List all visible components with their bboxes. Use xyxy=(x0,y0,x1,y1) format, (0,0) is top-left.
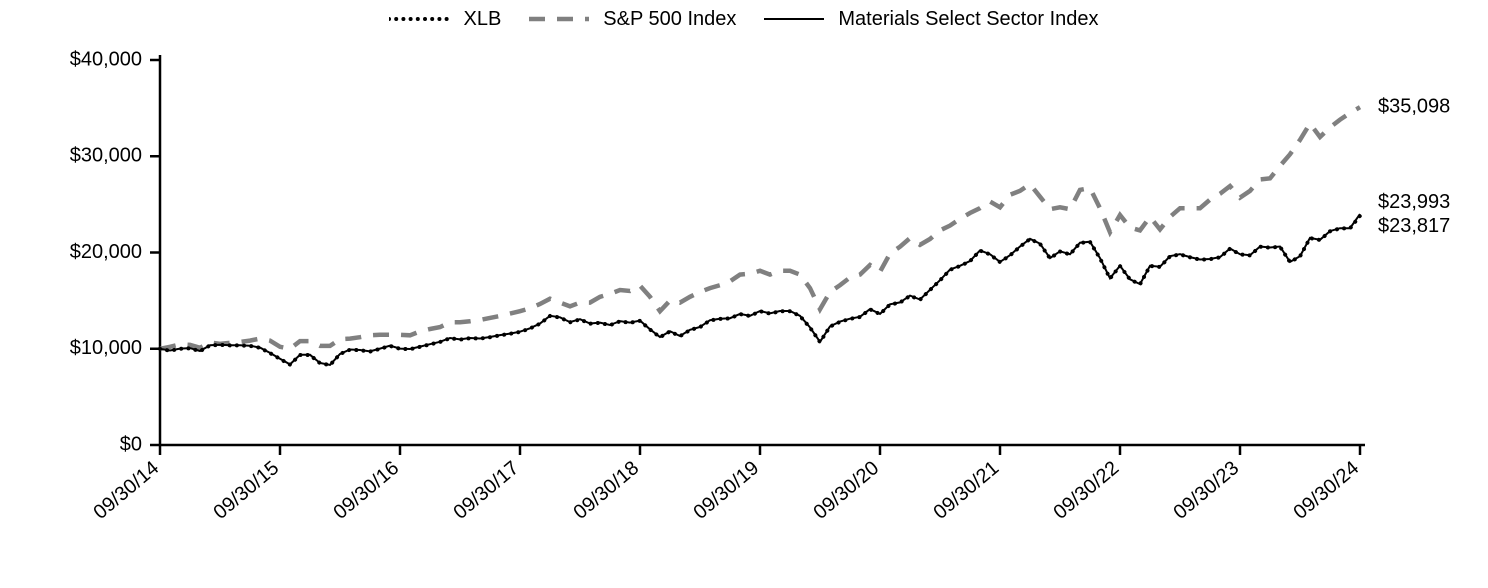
x-tick-label: 09/30/17 xyxy=(449,457,523,524)
series-mssi xyxy=(160,214,1360,365)
legend-label: XLB xyxy=(463,8,501,31)
chart-svg: $0 $10,000 $20,000 $30,000 $40,000 09/30/14 09… xyxy=(0,0,1488,588)
x-tick-label: 09/30/23 xyxy=(1169,457,1243,524)
end-label-xlb: $23,817 xyxy=(1378,215,1450,237)
legend-item-mssi: Materials Select Sector Index xyxy=(764,8,1098,31)
x-tick-label: 09/30/24 xyxy=(1289,457,1363,524)
series-xlb xyxy=(160,216,1360,365)
legend-swatch-mssi xyxy=(764,9,824,29)
x-tick-label: 09/30/15 xyxy=(209,457,283,524)
y-tick-label: $30,000 xyxy=(70,145,142,167)
x-tick-label: 09/30/18 xyxy=(569,457,643,524)
x-tick-label: 09/30/19 xyxy=(689,457,763,524)
y-tick-label: $0 xyxy=(120,433,142,455)
y-tick-label: $10,000 xyxy=(70,337,142,359)
y-tick-label: $20,000 xyxy=(70,241,142,263)
legend-swatch-xlb xyxy=(389,9,449,29)
y-tick-label: $40,000 xyxy=(70,48,142,70)
legend-label: Materials Select Sector Index xyxy=(838,8,1098,31)
legend-item-sp500: S&P 500 Index xyxy=(529,8,736,31)
legend-label: S&P 500 Index xyxy=(603,8,736,31)
end-label-sp500: $35,098 xyxy=(1378,95,1450,117)
legend-swatch-sp500 xyxy=(529,9,589,29)
end-label-mssi: $23,993 xyxy=(1378,191,1450,213)
x-tick-label: 09/30/22 xyxy=(1049,457,1123,524)
x-tick-label: 09/30/21 xyxy=(929,457,1003,524)
x-tick-label: 09/30/16 xyxy=(329,457,403,524)
x-tick-label: 09/30/20 xyxy=(809,457,883,524)
growth-chart: XLB S&P 500 Index Materials Select Sector … xyxy=(0,0,1488,588)
legend-item-xlb: XLB xyxy=(389,8,501,31)
x-tick-label: 09/30/14 xyxy=(89,457,163,524)
legend: XLB S&P 500 Index Materials Select Sector … xyxy=(0,0,1488,38)
